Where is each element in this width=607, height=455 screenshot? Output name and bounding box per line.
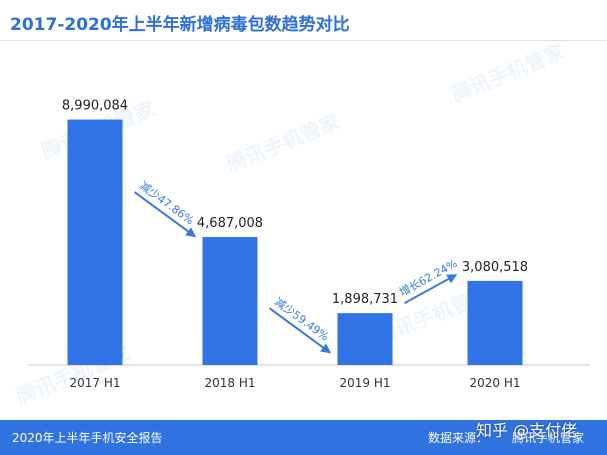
- x-tick-label: 2019 H1: [339, 376, 390, 390]
- change-arrow: [404, 274, 458, 305]
- data-source-brand: 腾讯手机管家: [512, 431, 585, 445]
- page-title: 2017-2020年上半年新增病毒包数趋势对比: [10, 15, 350, 35]
- data-label: 3,080,518: [462, 260, 528, 275]
- data-label: 8,990,084: [62, 99, 128, 114]
- title-divider: [0, 40, 607, 41]
- author-overlay: 知乎 @支付佬: [476, 421, 578, 440]
- x-tick-label: 2020 H1: [469, 376, 520, 390]
- bar: [337, 313, 393, 365]
- bar: [202, 237, 258, 365]
- report-title: 2020年上半年手机安全报告: [12, 431, 163, 445]
- watermark-text: 腾讯手机管家: [448, 44, 569, 107]
- footer-bar: 2020年上半年手机安全报告 数据来源： 腾讯手机管家: [0, 420, 607, 455]
- bar-chart: 腾讯手机管家腾讯手机管家腾讯手机管家腾讯手机管家腾讯手机管家8,990,0842…: [13, 44, 590, 409]
- watermark-text: 腾讯手机管家: [223, 109, 344, 177]
- data-source-label: 数据来源：: [428, 431, 489, 445]
- change-label: 减少47.86%: [137, 179, 196, 227]
- change-arrow: [268, 307, 332, 354]
- bar: [67, 119, 123, 365]
- data-label: 1,898,731: [332, 292, 398, 307]
- change-arrow: [133, 191, 197, 238]
- change-label: 减少59.49%: [272, 295, 331, 343]
- x-tick-label: 2018 H1: [204, 376, 255, 390]
- data-label: 4,687,008: [197, 216, 263, 231]
- bar: [467, 280, 523, 365]
- x-tick-label: 2017 H1: [69, 376, 120, 390]
